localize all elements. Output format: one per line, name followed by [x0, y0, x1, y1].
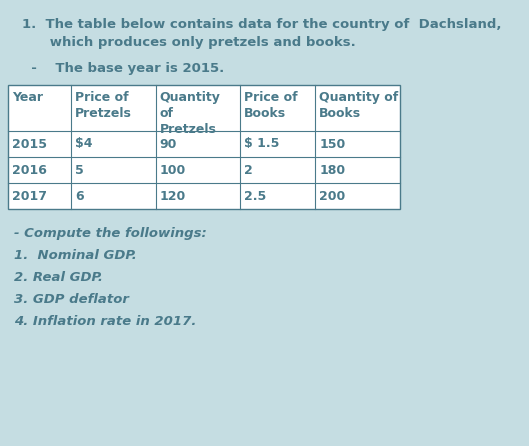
Text: Quantity
of
Pretzels: Quantity of Pretzels: [160, 91, 221, 136]
Text: 180: 180: [320, 164, 345, 177]
Text: - Compute the followings:: - Compute the followings:: [14, 227, 207, 240]
Text: 100: 100: [160, 164, 186, 177]
Text: which produces only pretzels and books.: which produces only pretzels and books.: [22, 36, 355, 49]
Text: 6: 6: [75, 190, 84, 202]
Text: Quantity of
Books: Quantity of Books: [320, 91, 398, 120]
Text: 2.5: 2.5: [244, 190, 267, 202]
Text: 200: 200: [320, 190, 345, 202]
Text: 120: 120: [160, 190, 186, 202]
Text: 2. Real GDP.: 2. Real GDP.: [14, 271, 103, 284]
Text: -    The base year is 2015.: - The base year is 2015.: [22, 62, 224, 75]
Text: Price of
Books: Price of Books: [244, 91, 298, 120]
Text: 2017: 2017: [12, 190, 47, 202]
Text: 2016: 2016: [12, 164, 47, 177]
Text: 3. GDP deflator: 3. GDP deflator: [14, 293, 129, 306]
Text: $4: $4: [75, 137, 93, 150]
Text: Year: Year: [12, 91, 43, 104]
Text: 1.  The table below contains data for the country of  Dachsland,: 1. The table below contains data for the…: [22, 18, 501, 31]
Text: 4. Inflation rate in 2017.: 4. Inflation rate in 2017.: [14, 315, 196, 328]
Text: 150: 150: [320, 137, 345, 150]
Text: 5: 5: [75, 164, 84, 177]
Bar: [8, 85, 400, 209]
Text: 2015: 2015: [12, 137, 47, 150]
Text: 1.  Nominal GDP.: 1. Nominal GDP.: [14, 249, 137, 262]
Text: 90: 90: [160, 137, 177, 150]
Text: $ 1.5: $ 1.5: [244, 137, 280, 150]
Text: 2: 2: [244, 164, 253, 177]
Text: Price of
Pretzels: Price of Pretzels: [75, 91, 132, 120]
